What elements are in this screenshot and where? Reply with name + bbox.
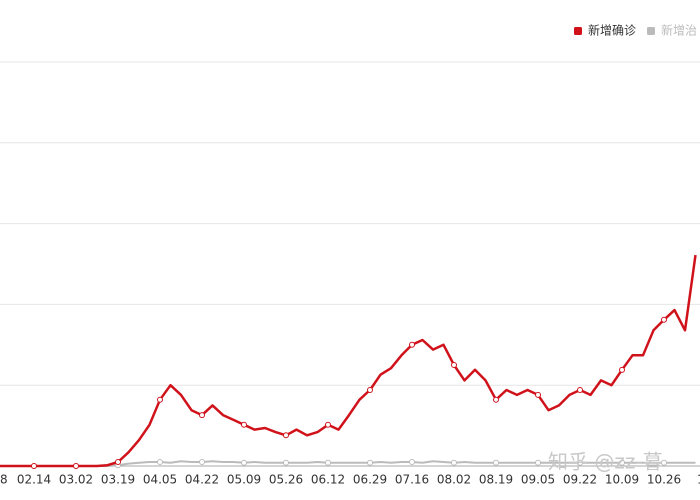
point: [157, 396, 163, 403]
point: [619, 459, 625, 466]
point: [493, 396, 499, 403]
point: [241, 459, 247, 466]
point: [577, 459, 583, 466]
legend-label: 新增确诊: [588, 23, 636, 38]
x-tick-label: 04.05: [143, 473, 177, 487]
point: [367, 387, 373, 394]
series-line: [0, 254, 697, 468]
x-tick-label: 04.22: [185, 473, 219, 487]
x-tick-label: 07.16: [395, 473, 429, 487]
legend-swatch: [574, 27, 582, 35]
point: [409, 458, 415, 465]
x-tick-label: 03.02: [59, 473, 93, 487]
point: [199, 412, 205, 419]
x-tick-label: 08.19: [479, 473, 513, 487]
point: [241, 421, 247, 428]
x-tick-label: 05.26: [269, 473, 303, 487]
point: [367, 459, 373, 466]
x-tick-label: 09.22: [563, 473, 597, 487]
point: [325, 421, 331, 428]
point: [661, 459, 667, 466]
point: [535, 459, 541, 466]
point: [409, 341, 415, 348]
watermark: 知乎 @zz-暮: [548, 450, 663, 474]
x-tick-label: 06.12: [311, 473, 345, 487]
legend-swatch: [647, 27, 655, 35]
x-tick-label: 08.02: [437, 473, 471, 487]
x-tick-label: 03.19: [101, 473, 135, 487]
point: [661, 316, 667, 323]
point: [31, 463, 37, 469]
x-tick-label: 06.29: [353, 473, 387, 487]
point: [283, 459, 289, 466]
point: [199, 458, 205, 465]
x-tick-label: 8: [0, 473, 8, 487]
point: [451, 459, 457, 466]
point: [157, 458, 163, 465]
point: [283, 432, 289, 439]
point: [325, 459, 331, 466]
point: [73, 463, 79, 469]
point: [493, 459, 499, 466]
x-tick-label: 09.05: [521, 473, 555, 487]
point: [535, 391, 541, 398]
point: [577, 387, 583, 394]
x-tick-label: 05.09: [227, 473, 261, 487]
point: [451, 362, 457, 368]
legend-label: 新增治: [661, 23, 697, 38]
x-tick-label: 02.14: [17, 473, 51, 487]
x-tick-label: 10.26: [647, 473, 681, 487]
x-tick-label: 10.09: [605, 473, 639, 487]
point: [115, 458, 121, 465]
x-tick-label: 1: [697, 473, 700, 487]
point: [619, 366, 625, 373]
